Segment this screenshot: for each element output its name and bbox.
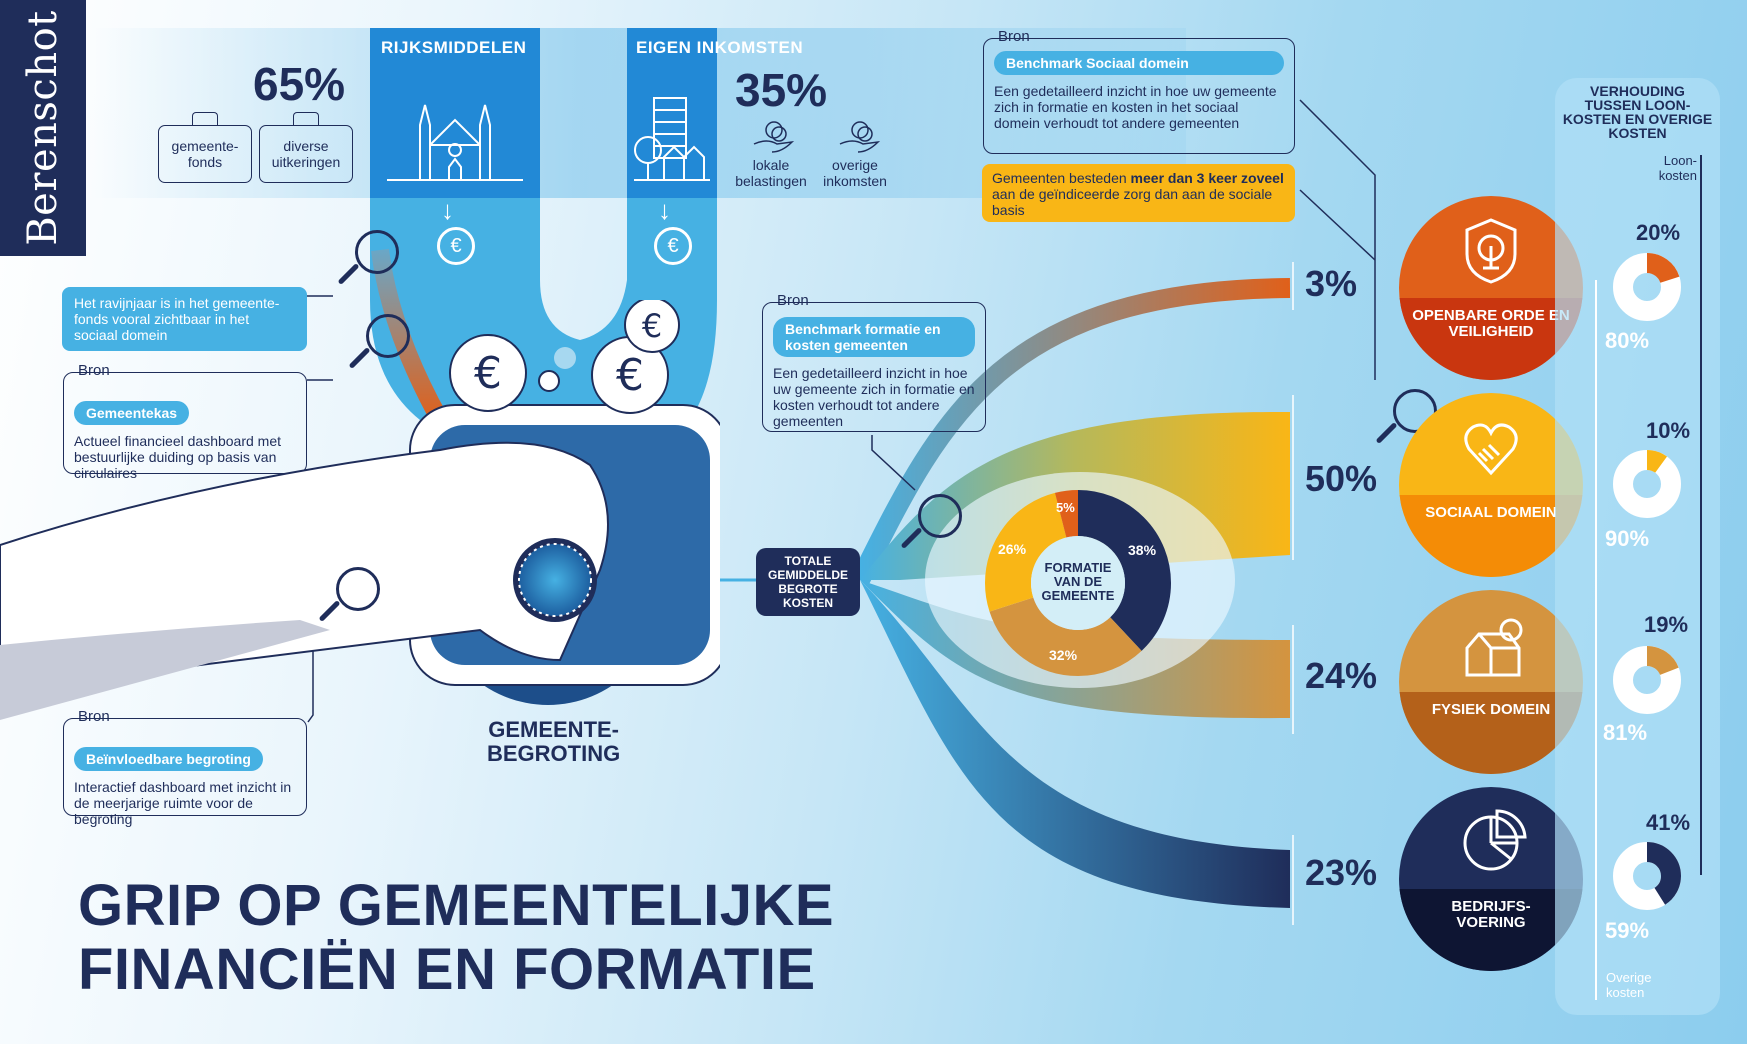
house-sun-icon — [1465, 618, 1523, 677]
domain-pct-openbare-orde: 3% — [1305, 263, 1358, 304]
source-name-pill: Benchmark Sociaal domein — [994, 51, 1284, 75]
overig-pct: 81% — [1603, 720, 1648, 745]
overige-axis — [1595, 280, 1597, 1000]
rijksmiddelen-column — [370, 28, 540, 198]
formatie-center-label: FORMATIE VAN DE GEMEENTE — [1041, 560, 1115, 603]
domain-pct-fysiek: 24% — [1305, 655, 1378, 696]
formatie-pct-5: 5% — [1056, 500, 1075, 515]
ratio-donut — [1613, 842, 1681, 910]
domain-openbare-orde[interactable]: OPENBARE ORDE EN VEILIGHEID — [1399, 196, 1583, 380]
source-benchmark-sociaal-domein[interactable]: Bron Benchmark Sociaal domein Een gedeta… — [983, 28, 1295, 154]
berenschot-logo: Berenschot — [0, 0, 86, 256]
eigen-inkomsten-column — [627, 28, 717, 198]
gemeentebegroting-label: GEMEENTE- BEGROTING — [487, 717, 621, 766]
overig-pct: 90% — [1605, 526, 1650, 551]
coin-hand-icon — [753, 121, 795, 153]
purse-hand-illustration: € € € — [0, 300, 720, 720]
formatie-pct-26: 26% — [998, 541, 1027, 557]
gemeentefonds-case: gemeente- fonds — [158, 125, 252, 183]
loon-pct: 19% — [1644, 612, 1689, 637]
magnifier-icon — [366, 314, 410, 358]
loonkosten-axis — [1700, 155, 1702, 875]
diverse-uitkeringen-case: diverse uitkeringen — [259, 125, 353, 183]
domain-pct-bedrijfsvoering: 23% — [1305, 852, 1378, 893]
coin-hand-icon — [839, 121, 881, 153]
loonkosten-axis-label: Loon- kosten — [1658, 153, 1697, 183]
source-name-pill: Gemeentekas — [74, 401, 190, 425]
page-title: GRIP OP GEMEENTELIJKE FINANCIËN EN FORMA… — [78, 873, 835, 1002]
overig-pct: 80% — [1605, 328, 1650, 353]
domain-sociaal[interactable]: SOCIAAL DOMEIN — [1399, 393, 1583, 577]
source-description: Interactief dashboard met inzicht in de … — [74, 779, 292, 827]
handshake-heart-icon — [1464, 423, 1518, 476]
source-beinvloedbare-begroting[interactable]: Bron Beïnvloedbare begroting Interactief… — [63, 708, 307, 827]
domain-fysiek[interactable]: FYSIEK DOMEIN — [1399, 590, 1583, 774]
formatie-pct-32: 32% — [1049, 647, 1078, 663]
overig-pct: 59% — [1605, 918, 1650, 943]
eigen-inkomsten-heading: EIGEN INKOMSTEN — [636, 38, 804, 57]
formatie-donut-chart — [985, 490, 1171, 676]
loon-pct: 20% — [1636, 220, 1681, 245]
loon-pct: 41% — [1646, 810, 1691, 835]
ratio-donut — [1613, 253, 1681, 321]
euro-coin-icon: € — [654, 227, 692, 265]
source-description: Een gedetailleerd inzicht in hoe uw geme… — [773, 365, 975, 429]
city-buildings-icon — [634, 97, 710, 181]
magnifier-icon — [355, 230, 399, 274]
formatie-pct-38: 38% — [1128, 542, 1157, 558]
arrow-down-icon: ↓ — [658, 195, 671, 225]
rijksmiddelen-pct: 65% — [253, 58, 346, 110]
sociaal-fact-callout: Gemeenten besteden meer dan 3 keer zovee… — [982, 164, 1295, 222]
source-benchmark-formatie[interactable]: Bron Benchmark formatie en kosten gemeen… — [762, 292, 986, 432]
euro-coin-icon: € — [437, 227, 475, 265]
ratio-donut — [1613, 646, 1681, 714]
svg-text:€: € — [474, 348, 502, 399]
source-gemeentekas[interactable]: Bron Gemeentekas Actueel financieel dash… — [63, 362, 307, 481]
shield-tree-icon — [1465, 218, 1517, 284]
overige-kosten-axis-label: Overige kosten — [1606, 970, 1652, 1000]
svg-text:€: € — [642, 307, 662, 345]
lokale-belastingen-label: lokale belastingen — [735, 157, 807, 189]
source-description: Actueel financieel dashboard met bestuur… — [74, 433, 282, 481]
rijksmiddelen-heading: RIJKSMIDDELEN — [381, 38, 527, 57]
domain-pct-sociaal: 50% — [1305, 458, 1378, 499]
government-building-icon — [387, 104, 523, 181]
overige-inkomsten-label: overige inkomsten — [823, 157, 887, 189]
source-description: Een gedetailleerd inzicht in hoe uw geme… — [994, 83, 1277, 131]
svg-text:€: € — [616, 350, 644, 401]
totale-kosten-box: TOTALE GEMIDDELDE BEGROTE KOSTEN — [756, 548, 860, 616]
pie-chart-icon — [1463, 809, 1527, 871]
domain-bedrijfsvoering[interactable]: BEDRIJFS- VOERING — [1399, 787, 1583, 971]
source-name-pill: Beïnvloedbare begroting — [74, 747, 263, 771]
loon-pct: 10% — [1646, 418, 1691, 443]
ravijnjaar-callout: Het ravijnjaar is in het gemeente-fonds … — [62, 287, 307, 351]
source-name-pill: Benchmark formatie en kosten gemeenten — [773, 317, 975, 357]
magnifier-icon — [918, 494, 962, 538]
magnifier-icon — [336, 567, 380, 611]
eigen-inkomsten-pct: 35% — [735, 64, 828, 116]
ratio-donut — [1613, 450, 1681, 518]
ratio-panel-title: VERHOUDING TUSSEN LOON-KOSTEN EN OVERIGE… — [1562, 83, 1713, 141]
arrow-down-icon: ↓ — [441, 195, 454, 225]
